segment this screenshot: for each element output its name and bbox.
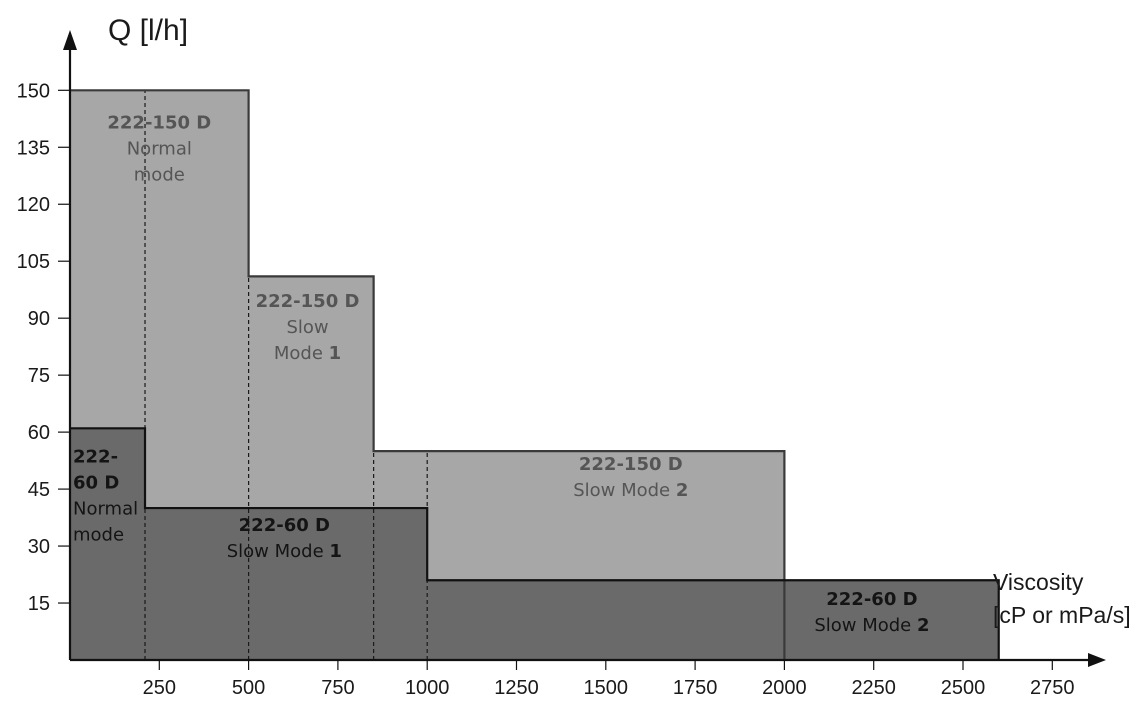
- region-label-1: 222-150 D Normal mode: [107, 112, 211, 185]
- y-tick-label-90: 90: [28, 308, 50, 330]
- region-labels: 222-150 D Normal mode 222-150 D Slow Mode 1 22…: [73, 112, 930, 636]
- x-tick-label-1500: 1500: [584, 677, 629, 699]
- y-axis-arrow: [63, 30, 77, 50]
- outline-path-222-60-d: [70, 427, 1000, 660]
- y-tick-label-135: 135: [17, 137, 50, 159]
- outline-222-150-d: [70, 89, 786, 660]
- x-axis-title-line1: Viscosity: [993, 569, 1084, 595]
- x-tick-label-2250: 2250: [851, 677, 896, 699]
- y-tick-label-45: 45: [28, 479, 50, 501]
- x-tick-label-2500: 2500: [941, 677, 986, 699]
- y-tick-label-15: 15: [28, 593, 50, 615]
- region-222-60-d-1: [70, 428, 146, 660]
- y-tick-label-150: 150: [17, 80, 50, 102]
- series-222-60-d: [70, 428, 999, 660]
- x-tick-label-750: 750: [321, 677, 354, 699]
- x-tick-label-2750: 2750: [1030, 677, 1075, 699]
- y-tick-label-30: 30: [28, 536, 50, 558]
- x-axis-title-line2: [cP or mPa/s]: [993, 602, 1131, 628]
- y-axis-title: Q [l/h]: [108, 14, 188, 47]
- region-label-4: 222-60 D Normal mode: [73, 447, 138, 546]
- y-tick-label-75: 75: [28, 365, 50, 387]
- region-label-2: 222-150 D Slow Mode 1: [256, 291, 360, 364]
- region-label-6: 222-60 D Slow Mode 2: [814, 589, 929, 636]
- x-tick-label-1000: 1000: [405, 677, 450, 699]
- x-tick-label-1250: 1250: [494, 677, 539, 699]
- x-axis-arrow: [1088, 653, 1106, 667]
- x-tick-label-1750: 1750: [673, 677, 718, 699]
- axes: [63, 30, 1106, 667]
- ticks: 15 30 45 60 75 90 105 120 135 150 250 500 750 1000 125…: [17, 80, 1075, 699]
- region-label-3: 222-150 D Slow Mode 2: [573, 454, 688, 501]
- region-222-60-d-3: [427, 580, 999, 660]
- x-tick-label-2000: 2000: [762, 677, 807, 699]
- y-tick-label-60: 60: [28, 422, 50, 444]
- region-222-60-d-2: [145, 508, 428, 660]
- y-tick-label-120: 120: [17, 194, 50, 216]
- outline-path-222-150-d: [70, 89, 786, 660]
- y-tick-label-105: 105: [17, 251, 50, 273]
- outline-222-60-d: [70, 427, 1000, 660]
- mode-dividers: [144, 90, 428, 660]
- region-label-5: 222-60 D Slow Mode 1: [227, 515, 342, 562]
- x-tick-label-500: 500: [232, 677, 265, 699]
- x-tick-label-250: 250: [143, 677, 176, 699]
